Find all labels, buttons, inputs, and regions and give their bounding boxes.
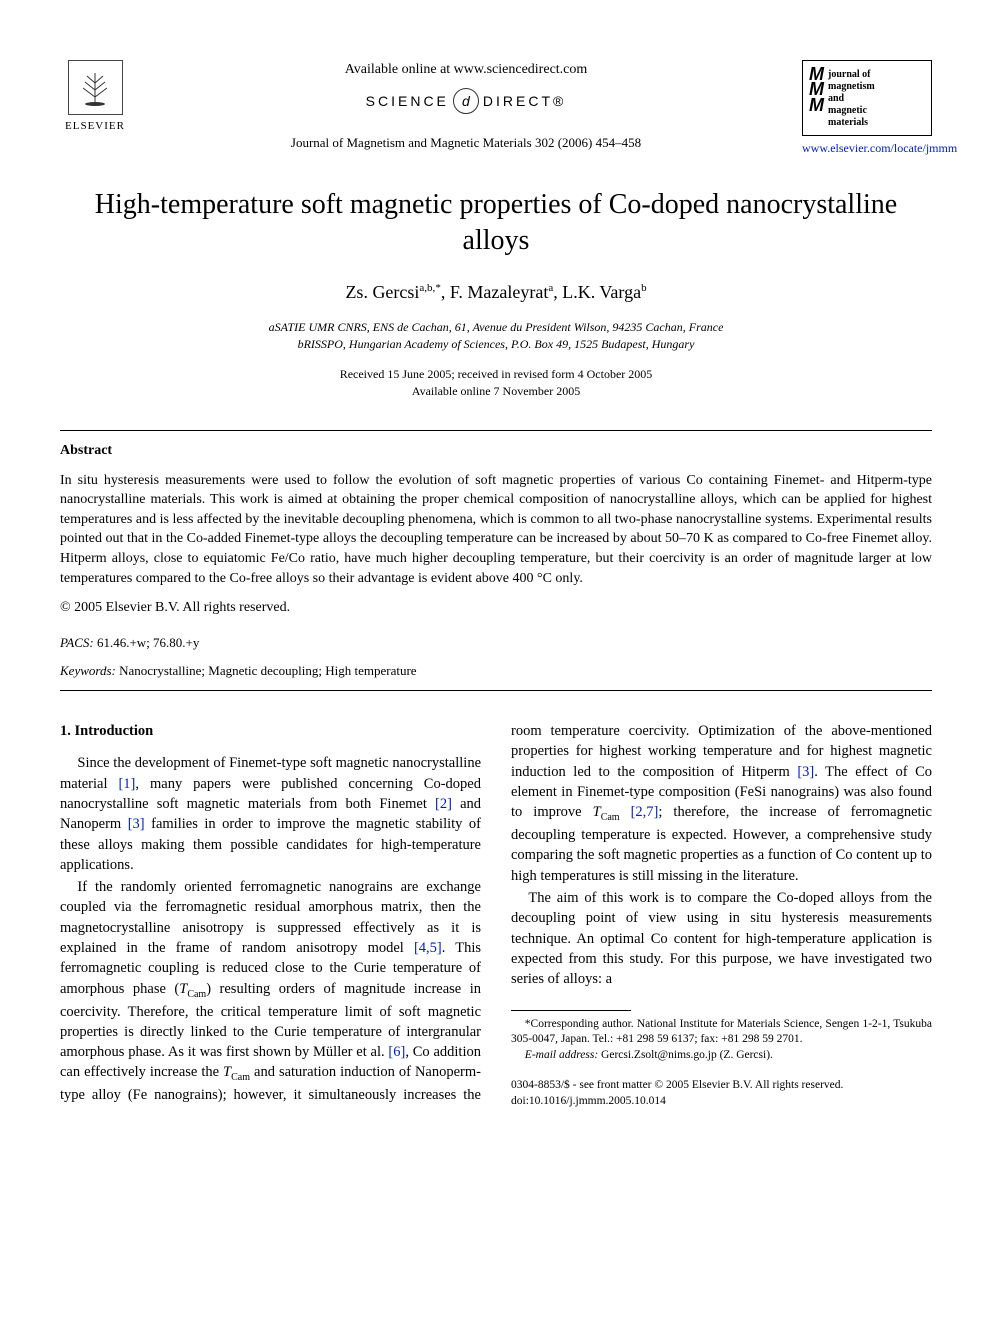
abstract-copyright: © 2005 Elsevier B.V. All rights reserved…	[60, 598, 932, 618]
doi-line: doi:10.1016/j.jmmm.2005.10.014	[511, 1093, 932, 1109]
keywords-value: Nanocrystalline; Magnetic decoupling; Hi…	[116, 663, 417, 678]
received-date: Received 15 June 2005; received in revis…	[60, 366, 932, 383]
sd-at-icon: d	[453, 88, 479, 114]
author-3-prefix: , L.K. Varga	[553, 282, 641, 302]
var-tcam-sub: Cam	[601, 812, 620, 823]
var-tcam-sub: Cam	[187, 989, 206, 1000]
pacs-label: PACS:	[60, 635, 94, 650]
pacs-value: 61.46.+w; 76.80.+y	[94, 635, 200, 650]
rule-above-abstract	[60, 430, 932, 431]
ref-link-4-5[interactable]: [4,5]	[414, 940, 442, 956]
var-tcam-sub: Cam	[231, 1072, 250, 1083]
authors-line: Zs. Gercsia,b,*, F. Mazaleyrata, L.K. Va…	[60, 280, 932, 305]
affiliations: aSATIE UMR CNRS, ENS de Cachan, 61, Aven…	[60, 319, 932, 353]
keywords-label: Keywords:	[60, 663, 116, 678]
email-value: Gercsi.Zsolt@nims.go.jp (Z. Gercsi).	[598, 1049, 773, 1061]
abstract-text: In situ hysteresis measurements were use…	[60, 471, 932, 589]
ref-link-1[interactable]: [1]	[118, 776, 135, 792]
author-2-prefix: , F. Mazaleyrat	[441, 282, 549, 302]
ref-link-2-7[interactable]: [2,7]	[620, 804, 659, 820]
ref-link-3b[interactable]: [3]	[797, 764, 814, 780]
author-1-affil: a,b,	[419, 282, 435, 294]
sd-left: SCIENCE	[366, 93, 449, 109]
available-online-text: Available online at www.sciencedirect.co…	[150, 60, 782, 80]
footnote-separator	[511, 1010, 631, 1011]
var-tcam: T	[223, 1064, 231, 1080]
corresponding-footnote: *Corresponding author. National Institut…	[511, 1017, 932, 1064]
journal-reference: Journal of Magnetism and Magnetic Materi…	[150, 134, 782, 152]
email-label: E-mail address:	[525, 1049, 598, 1061]
ref-link-2[interactable]: [2]	[435, 796, 452, 812]
footnote-email: E-mail address: Gercsi.Zsolt@nims.go.jp …	[511, 1048, 932, 1064]
article-dates: Received 15 June 2005; received in revis…	[60, 366, 932, 400]
section-1-heading: 1. Introduction	[60, 721, 481, 741]
available-date: Available online 7 November 2005	[60, 383, 932, 400]
sd-right: DIRECT®	[483, 93, 566, 109]
ref-link-6[interactable]: [6]	[388, 1044, 405, 1060]
page-header: ELSEVIER Available online at www.science…	[60, 60, 932, 157]
abstract-heading: Abstract	[60, 441, 932, 461]
elsevier-tree-icon	[68, 60, 123, 115]
jmmm-m-icon: M	[809, 98, 824, 113]
author-3-affil: b	[641, 282, 647, 294]
jmmm-box: M M M journal of magnetism and magnetic …	[802, 60, 932, 136]
pacs-line: PACS: 61.46.+w; 76.80.+y	[60, 634, 932, 652]
ref-link-3[interactable]: [3]	[128, 816, 145, 832]
body-columns: 1. Introduction Since the development of…	[60, 721, 932, 1109]
front-matter-line: 0304-8853/$ - see front matter © 2005 El…	[511, 1077, 932, 1093]
center-header: Available online at www.sciencedirect.co…	[130, 60, 802, 152]
doi-block: 0304-8853/$ - see front matter © 2005 El…	[511, 1077, 932, 1109]
var-tcam: T	[593, 804, 601, 820]
affiliation-a: aSATIE UMR CNRS, ENS de Cachan, 61, Aven…	[60, 319, 932, 336]
journal-logo: M M M journal of magnetism and magnetic …	[802, 60, 932, 157]
rule-below-keywords	[60, 690, 932, 691]
elsevier-label: ELSEVIER	[60, 119, 130, 134]
paragraph-3: The aim of this work is to compare the C…	[511, 888, 932, 989]
article-title: High-temperature soft magnetic propertie…	[60, 187, 932, 260]
jmmm-title: journal of magnetism and magnetic materi…	[828, 69, 875, 129]
affiliation-b: bRISSPO, Hungarian Academy of Sciences, …	[60, 336, 932, 353]
author-1: Zs. Gercsi	[345, 282, 419, 302]
science-direct-logo: SCIENCEdDIRECT®	[150, 88, 782, 114]
journal-homepage-link[interactable]: www.elsevier.com/locate/jmmm	[802, 140, 932, 157]
elsevier-logo: ELSEVIER	[60, 60, 130, 134]
keywords-line: Keywords: Nanocrystalline; Magnetic deco…	[60, 662, 932, 680]
paragraph-1: Since the development of Finemet-type so…	[60, 753, 481, 875]
footnote-corr: *Corresponding author. National Institut…	[511, 1017, 932, 1048]
